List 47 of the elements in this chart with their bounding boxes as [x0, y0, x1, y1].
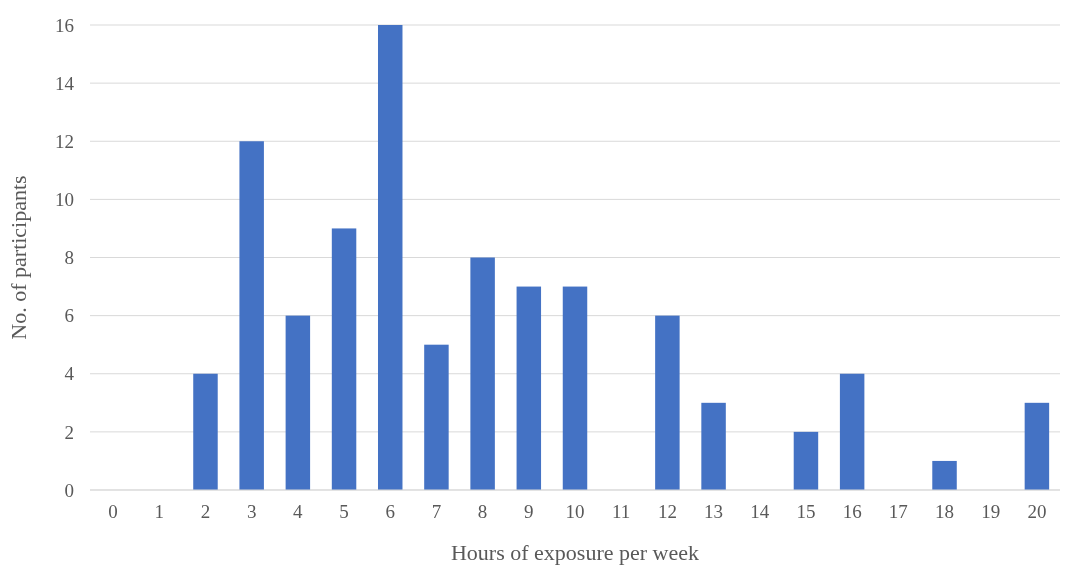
y-tick-label: 0 — [64, 479, 74, 501]
x-tick-label: 9 — [524, 501, 534, 522]
x-tick-label: 8 — [477, 501, 488, 522]
x-axis-title: Hours of exposure per week — [450, 540, 700, 565]
y-tick-label: 8 — [64, 247, 74, 269]
x-tick-label: 18 — [935, 501, 955, 522]
x-tick-label: 5 — [339, 501, 349, 522]
y-tick-label: 16 — [55, 14, 74, 36]
bar — [470, 257, 495, 490]
x-tick-label: 6 — [385, 501, 395, 522]
y-tick-label: 4 — [64, 363, 75, 385]
bar — [378, 25, 403, 490]
y-axis-title: No. of participants — [6, 175, 31, 340]
x-tick-label: 2 — [200, 501, 211, 522]
bar — [701, 402, 726, 490]
x-tick-label: 13 — [704, 501, 724, 522]
y-tick-label: 6 — [64, 305, 74, 327]
bar — [793, 431, 819, 490]
x-tick-label: 4 — [293, 501, 304, 522]
bar — [839, 373, 865, 490]
x-tick-label: 17 — [888, 501, 908, 522]
y-tick-label: 2 — [64, 421, 74, 443]
x-tick-label: 3 — [246, 501, 257, 522]
x-tick-label: 10 — [565, 501, 585, 522]
x-tick-label: 15 — [796, 501, 816, 522]
x-tick-label: 7 — [431, 501, 442, 522]
bar — [655, 315, 680, 490]
x-tick-label: 19 — [981, 501, 1001, 522]
bar — [562, 286, 588, 490]
x-tick-label: 11 — [612, 501, 631, 522]
bar — [193, 373, 218, 490]
y-tick-label: 12 — [55, 130, 74, 152]
x-tick-label: 14 — [750, 501, 770, 522]
x-tick-label: 0 — [108, 501, 118, 522]
bar — [331, 228, 357, 490]
bar — [1024, 402, 1050, 490]
y-tick-label: 14 — [55, 72, 75, 94]
bar — [424, 344, 449, 490]
x-tick-label: 12 — [657, 501, 677, 522]
y-tick-label: 10 — [55, 189, 74, 211]
bar — [239, 141, 264, 490]
x-tick-label: 1 — [154, 501, 165, 522]
bar — [285, 315, 311, 490]
bar — [516, 286, 542, 490]
bar — [932, 460, 957, 490]
x-tick-label: 16 — [842, 501, 862, 522]
x-tick-label: 20 — [1027, 501, 1047, 522]
